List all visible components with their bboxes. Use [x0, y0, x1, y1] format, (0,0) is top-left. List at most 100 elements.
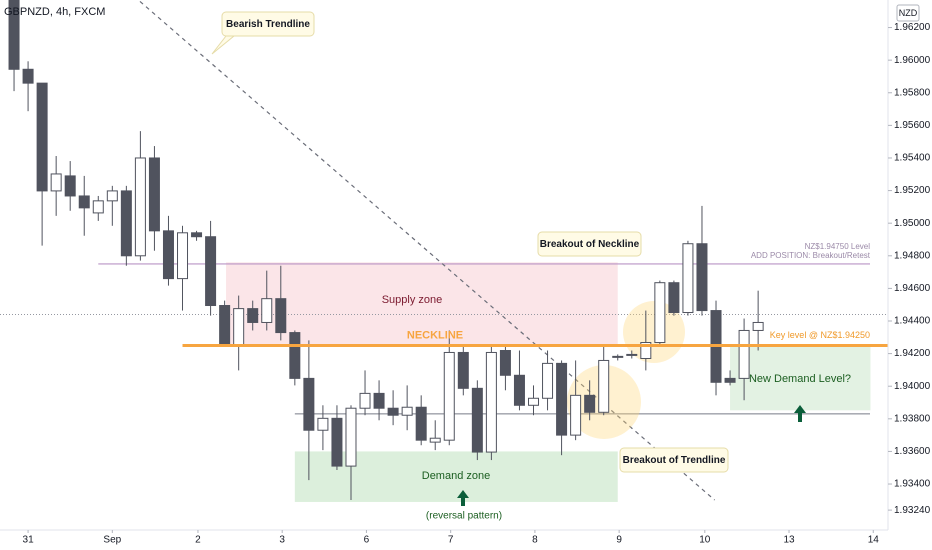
candle-body — [654, 282, 666, 344]
candle-body — [8, 0, 20, 70]
y-tick-label: 1.93800 — [894, 413, 931, 424]
candle-body — [106, 190, 118, 202]
candle-body — [22, 68, 34, 84]
candle-body — [162, 230, 174, 280]
candle-body — [401, 406, 413, 416]
zone-label: New Demand Level? — [749, 373, 851, 385]
x-tick-label: 14 — [868, 535, 880, 546]
candle-body — [345, 407, 357, 467]
callout-box — [537, 231, 642, 257]
y-tick-label: 1.94000 — [894, 381, 931, 392]
zone-label: Demand zone — [422, 470, 491, 482]
candle-body — [640, 342, 652, 359]
x-tick-label: Sep — [103, 535, 121, 546]
zone-label: Supply zone — [382, 294, 443, 306]
x-tick-label: 10 — [699, 535, 711, 546]
y-tick-label: 1.93600 — [894, 446, 931, 457]
candle-body — [724, 377, 736, 383]
y-tick-label: 1.96200 — [894, 22, 931, 33]
y-tick-label: 1.93400 — [894, 479, 931, 490]
x-tick-label: 2 — [195, 535, 201, 546]
candle-body — [387, 407, 399, 416]
candle-body — [471, 387, 483, 453]
y-tick-label: 1.96000 — [894, 55, 931, 66]
candle-body — [120, 190, 132, 257]
candle-body — [331, 417, 343, 467]
y-tick-label: 1.95000 — [894, 218, 931, 229]
y-tick-label: 1.95600 — [894, 120, 931, 131]
candle-body — [134, 157, 146, 257]
annotation: Breakout of Neckline — [540, 239, 640, 250]
callout-box — [221, 11, 315, 37]
y-tick-label: 1.95800 — [894, 87, 931, 98]
candle-body — [738, 329, 750, 379]
candle-body — [528, 397, 540, 406]
candle-body — [92, 200, 104, 214]
candle-body — [556, 362, 568, 436]
candle-body — [668, 282, 680, 314]
candle-body — [570, 394, 582, 436]
candle-body — [303, 377, 315, 431]
candle-body — [36, 82, 48, 192]
y-tick-label: 1.94600 — [894, 283, 931, 294]
candle-body — [696, 243, 708, 312]
candle-body — [233, 308, 245, 346]
candle-body — [205, 236, 217, 307]
currency-box — [896, 4, 920, 22]
candle-body — [626, 353, 638, 356]
annotation: Breakout of Trendline — [623, 455, 726, 466]
level-label: NZ$1.94750 Level — [805, 242, 871, 251]
candle-body — [584, 394, 596, 413]
currency: NZD — [899, 8, 918, 18]
candle-body — [64, 175, 76, 197]
zone — [730, 345, 871, 411]
candle-body — [415, 406, 427, 441]
candle-body — [373, 392, 385, 409]
candle-body — [317, 417, 329, 431]
candle-body — [289, 332, 301, 379]
annotation: (reversal pattern) — [426, 511, 502, 522]
x-tick-label: 31 — [23, 535, 35, 546]
candle-body — [429, 437, 441, 443]
neckline-label: Key level @ NZ$1.94250 — [770, 330, 870, 340]
chart-title: GBPNZD, 4h, FXCM — [4, 6, 105, 18]
x-tick-label: 6 — [364, 535, 370, 546]
candle-body — [499, 350, 511, 376]
candle-body — [598, 359, 610, 413]
y-tick-label: 1.95400 — [894, 153, 931, 164]
candle-body — [50, 173, 62, 192]
candle-body — [682, 243, 694, 314]
candle-body — [148, 157, 160, 232]
x-tick-label: 13 — [783, 535, 795, 546]
x-tick-label: 3 — [279, 535, 285, 546]
up-arrow — [794, 405, 806, 422]
candle-body — [275, 298, 287, 334]
y-tick-label: 1.93240 — [894, 505, 931, 516]
y-tick-label: 1.94800 — [894, 250, 931, 261]
candle-body — [457, 351, 469, 389]
y-tick-label: 1.94400 — [894, 316, 931, 327]
candle-body — [752, 321, 764, 331]
trendline — [139, 1, 716, 501]
candle-body — [247, 308, 259, 323]
level-note: ADD POSITION: Breakout/Retest — [751, 251, 871, 260]
y-tick-label: 1.95200 — [894, 185, 931, 196]
x-tick-label: 8 — [532, 535, 538, 546]
y-tick-label: 1.94200 — [894, 348, 931, 359]
candle-body — [177, 232, 189, 280]
callout-box — [619, 447, 729, 473]
x-tick-label: 7 — [448, 535, 454, 546]
candle-body — [191, 232, 203, 238]
trendline-label: Bearish Trendline — [226, 19, 310, 30]
zone — [226, 262, 618, 346]
candle-body — [78, 195, 90, 209]
candle-body — [359, 392, 371, 409]
candle-body — [485, 351, 497, 453]
candle-body — [513, 374, 525, 406]
x-tick-label: 9 — [616, 535, 622, 546]
candle-body — [219, 305, 231, 344]
neckline-name: NECKLINE — [407, 329, 463, 341]
highlight-circle — [623, 301, 685, 363]
